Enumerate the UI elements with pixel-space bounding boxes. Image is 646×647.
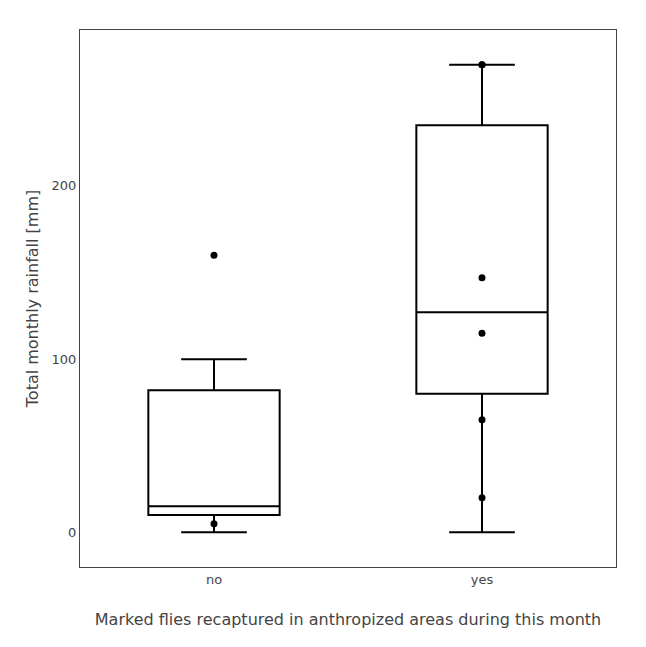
svg-text:0: 0 (68, 525, 76, 540)
svg-text:Marked flies recaptured in ant: Marked flies recaptured in anthropized a… (95, 610, 601, 629)
svg-text:yes: yes (471, 572, 494, 587)
svg-text:no: no (206, 572, 222, 587)
svg-text:100: 100 (52, 352, 77, 367)
svg-text:200: 200 (52, 178, 77, 193)
svg-text:Total monthly rainfall [mm]: Total monthly rainfall [mm] (23, 190, 42, 408)
